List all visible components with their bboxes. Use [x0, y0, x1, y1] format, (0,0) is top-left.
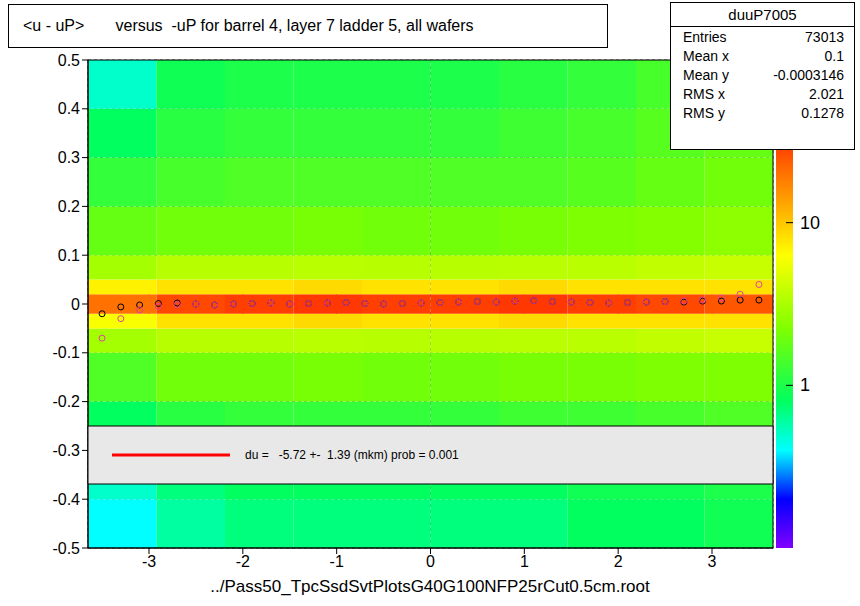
svg-text:1: 1	[520, 553, 529, 570]
svg-text:-0.3: -0.3	[52, 442, 80, 459]
html-text:-0.0003146: -0.0003146	[773, 67, 844, 83]
svg-text:-2: -2	[236, 553, 250, 570]
html-text:0.1: 0.1	[824, 48, 844, 64]
html-text:Mean y: Mean y	[683, 67, 729, 83]
svg-text:du = -5.72 +- 1.39 (mkm) pr: du = -5.72 +- 1.39 (mkm) prob = 0.001	[245, 448, 459, 462]
html-text:<u - uP> versus -uP for barrel: <u - uP> versus -uP for barrel 4, layer …	[23, 17, 474, 34]
html-text:Entries: Entries	[683, 29, 727, 45]
svg-text:0.3: 0.3	[58, 149, 80, 166]
svg-text:0.2: 0.2	[58, 198, 80, 215]
svg-text:-0.2: -0.2	[52, 393, 80, 410]
svg-text:0.5: 0.5	[58, 52, 80, 69]
svg-text:3: 3	[708, 553, 717, 570]
svg-text:0: 0	[71, 296, 80, 313]
html-text:Mean x: Mean x	[683, 48, 729, 64]
svg-text:-0.1: -0.1	[52, 344, 80, 361]
svg-text:0: 0	[426, 553, 435, 570]
svg-text:-1: -1	[330, 553, 344, 570]
html-text:73013: 73013	[805, 29, 844, 45]
svg-text:1: 1	[800, 375, 810, 395]
html-text:2.021: 2.021	[809, 86, 844, 102]
svg-text:0.4: 0.4	[58, 100, 80, 117]
html-text:RMS y: RMS y	[683, 105, 725, 121]
svg-text:2: 2	[614, 553, 623, 570]
svg-text:0.1: 0.1	[58, 247, 80, 264]
svg-text:-0.4: -0.4	[52, 491, 80, 508]
html-text:../Pass50_TpcSsdSvtPlotsG40G10: ../Pass50_TpcSsdSvtPlotsG40G100NFP25rCut…	[210, 577, 650, 596]
svg-text:-3: -3	[142, 553, 156, 570]
html-text:duuP7005: duuP7005	[728, 6, 797, 23]
html-text:0.1278: 0.1278	[801, 105, 844, 121]
svg-text:10: 10	[800, 213, 820, 233]
svg-text:-0.5: -0.5	[52, 540, 80, 557]
html-text:RMS x: RMS x	[683, 86, 725, 102]
